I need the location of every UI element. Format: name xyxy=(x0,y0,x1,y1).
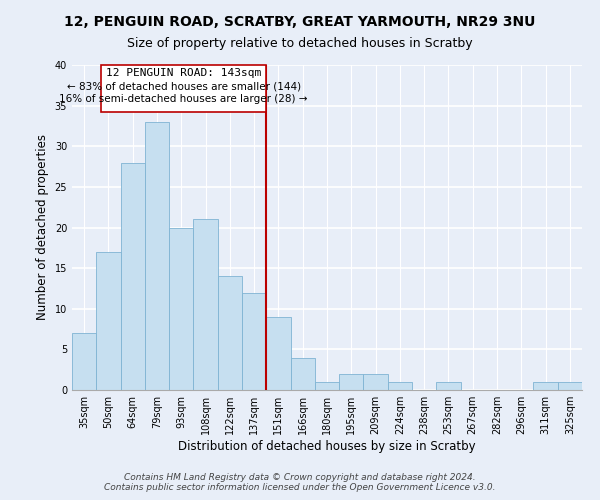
Bar xyxy=(242,292,266,390)
Bar xyxy=(169,228,193,390)
Bar xyxy=(533,382,558,390)
Bar xyxy=(290,358,315,390)
Text: 12 PENGUIN ROAD: 143sqm: 12 PENGUIN ROAD: 143sqm xyxy=(106,68,262,78)
Bar xyxy=(218,276,242,390)
Bar xyxy=(558,382,582,390)
Text: 16% of semi-detached houses are larger (28) →: 16% of semi-detached houses are larger (… xyxy=(59,94,308,104)
Bar xyxy=(436,382,461,390)
X-axis label: Distribution of detached houses by size in Scratby: Distribution of detached houses by size … xyxy=(178,440,476,453)
Text: ← 83% of detached houses are smaller (144): ← 83% of detached houses are smaller (14… xyxy=(67,81,301,91)
Bar xyxy=(96,252,121,390)
Bar xyxy=(121,162,145,390)
Text: Contains HM Land Registry data © Crown copyright and database right 2024.
Contai: Contains HM Land Registry data © Crown c… xyxy=(104,473,496,492)
Text: 12, PENGUIN ROAD, SCRATBY, GREAT YARMOUTH, NR29 3NU: 12, PENGUIN ROAD, SCRATBY, GREAT YARMOUT… xyxy=(64,15,536,29)
Bar xyxy=(72,333,96,390)
Y-axis label: Number of detached properties: Number of detached properties xyxy=(36,134,49,320)
FancyBboxPatch shape xyxy=(101,65,266,112)
Bar xyxy=(315,382,339,390)
Text: Size of property relative to detached houses in Scratby: Size of property relative to detached ho… xyxy=(127,38,473,51)
Bar xyxy=(339,374,364,390)
Bar xyxy=(364,374,388,390)
Bar xyxy=(266,317,290,390)
Bar xyxy=(388,382,412,390)
Bar xyxy=(145,122,169,390)
Bar xyxy=(193,220,218,390)
